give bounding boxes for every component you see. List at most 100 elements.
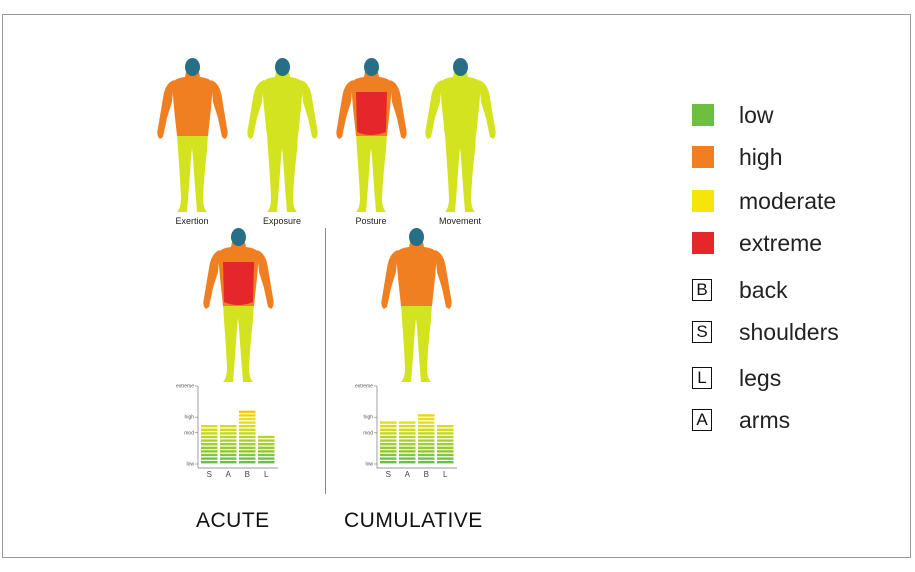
category-label: L <box>264 470 269 479</box>
bar-segment <box>239 453 256 457</box>
body-figure-acute <box>201 228 276 386</box>
bar-segment <box>201 435 218 439</box>
bar-segment <box>418 428 435 431</box>
left-arm-shape <box>203 250 220 309</box>
head-shape <box>185 58 200 76</box>
category-label: S <box>386 470 391 479</box>
bar-segment <box>418 461 435 464</box>
head-shape <box>275 58 290 76</box>
torso-shape <box>396 242 437 306</box>
bar-segment <box>380 432 397 435</box>
bar-segment <box>258 443 275 446</box>
bar-segment <box>201 446 218 449</box>
left-arm-shape <box>381 250 398 309</box>
section-divider <box>325 228 326 494</box>
legend-back: B back <box>692 275 788 305</box>
body-figure-exposure <box>245 58 320 216</box>
legs-shape <box>445 134 476 212</box>
bar-segment <box>380 453 397 457</box>
bar-segment <box>258 439 275 442</box>
bar-S <box>380 421 397 464</box>
bar-segment <box>380 439 397 442</box>
bar-segment <box>380 425 397 428</box>
y-tick-label: mod <box>363 430 373 436</box>
right-arm-shape <box>257 250 274 309</box>
category-label: B <box>424 470 429 479</box>
bar-segment <box>220 428 237 431</box>
bar-segment <box>399 421 416 424</box>
right-arm-shape <box>479 80 496 139</box>
lower-back-shape <box>223 262 254 305</box>
bar-segment <box>201 461 218 464</box>
bar-segment <box>201 443 218 446</box>
body-figure-exertion <box>155 58 230 216</box>
category-label: A <box>226 470 232 479</box>
left-arm-shape <box>157 80 174 139</box>
body-figure-movement <box>423 58 498 216</box>
bar-segment <box>201 428 218 431</box>
bar-segment <box>380 435 397 439</box>
legend-swatch-moderate <box>692 190 714 212</box>
bar-segment <box>418 432 435 435</box>
bar-segment <box>239 425 256 428</box>
legend-swatch-high <box>692 146 714 168</box>
bar-segment <box>201 450 218 453</box>
bar-segment <box>380 443 397 446</box>
bar-segment <box>258 461 275 464</box>
bar-segment <box>418 421 435 424</box>
legend-text-moderate: moderate <box>739 187 837 214</box>
figure-label-posture: Posture <box>355 216 387 226</box>
bar-segment <box>239 417 256 421</box>
bar-segment <box>399 428 416 431</box>
bar-segment <box>258 457 275 460</box>
bar-segment <box>418 443 435 446</box>
bar-segment <box>418 414 435 417</box>
bar-B <box>239 410 256 464</box>
torso-shape <box>440 72 481 136</box>
bar-segment <box>380 461 397 464</box>
bar-segment <box>239 435 256 439</box>
figure-label-exertion: Exertion <box>175 216 209 226</box>
bar-segment <box>418 457 435 460</box>
y-tick-label: extreme <box>355 384 373 390</box>
legend-text-high: high <box>739 143 783 170</box>
bar-segment <box>239 450 256 453</box>
bar-segment <box>399 432 416 435</box>
bar-segment <box>239 428 256 431</box>
bar-B <box>418 414 435 464</box>
bar-segment <box>437 432 454 435</box>
bar-segment <box>220 425 237 428</box>
body-figure-cumulative <box>379 228 454 386</box>
legs-shape <box>401 304 432 382</box>
head-shape <box>409 228 424 246</box>
y-tick-label: high <box>185 415 195 421</box>
bar-segment <box>437 446 454 449</box>
legend-legs: L legs <box>692 363 781 393</box>
bar-segment <box>418 435 435 439</box>
legend-shoulders: S shoulders <box>692 317 839 347</box>
bar-segment <box>418 439 435 442</box>
bar-segment <box>437 443 454 446</box>
bar-segment <box>239 421 256 424</box>
bar-segment <box>399 439 416 442</box>
bar-segment <box>437 425 454 428</box>
bar-segment <box>220 461 237 464</box>
bar-segment <box>418 450 435 453</box>
category-label: L <box>443 470 448 479</box>
legend-text-legs: legs <box>739 364 782 391</box>
bar-segment <box>418 453 435 457</box>
head-shape <box>453 58 468 76</box>
bar-L <box>437 425 454 464</box>
bar-segment <box>380 421 397 424</box>
bar-segment <box>437 428 454 431</box>
bar-segment <box>399 435 416 439</box>
bar-segment <box>258 453 275 457</box>
bar-segment <box>220 446 237 449</box>
legs-shape <box>223 304 254 382</box>
category-label: B <box>245 470 250 479</box>
left-arm-shape <box>336 80 353 139</box>
legend-text-shoulders: shoulders <box>739 318 839 345</box>
right-arm-shape <box>390 80 407 139</box>
bar-segment <box>220 453 237 457</box>
y-tick-label: extreme <box>176 384 194 390</box>
